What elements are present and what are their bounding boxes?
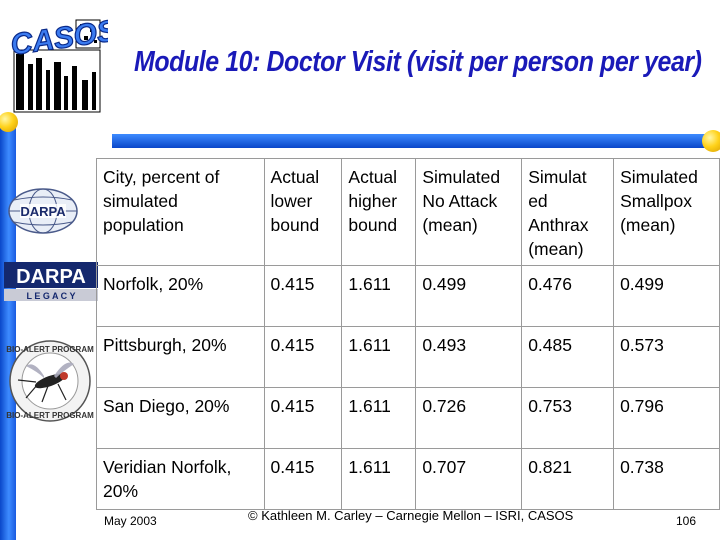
header-sim-smallpox: Simulated Smallpox (mean) (613, 158, 720, 266)
darpa-globe-logo: DARPA (8, 188, 78, 234)
table-row: Pittsburgh, 20% 0.415 1.611 0.493 0.485 … (96, 326, 720, 388)
darpa-legacy-subtitle: L E G A C Y (26, 291, 75, 301)
page-number: 106 (676, 514, 697, 528)
left-bar-ball (0, 112, 18, 132)
cell-value: 0.415 (263, 265, 343, 327)
cell-value: 0.753 (521, 387, 615, 449)
table-row: San Diego, 20% 0.415 1.611 0.726 0.753 0… (96, 387, 720, 449)
cell-value: 0.726 (415, 387, 523, 449)
casos-logo: CASOS (8, 14, 108, 113)
cell-value: 0.573 (613, 326, 720, 388)
cell-city: Veridian Norfolk, 20% (96, 448, 265, 510)
cell-value: 0.796 (613, 387, 720, 449)
cell-value: 0.415 (263, 326, 343, 388)
cell-city: San Diego, 20% (96, 387, 265, 449)
cell-value: 0.499 (613, 265, 720, 327)
doctor-visit-table: City, percent of simulated population Ac… (96, 158, 720, 510)
footer-copyright: © Kathleen M. Carley – Carnegie Mellon –… (248, 508, 574, 523)
cell-value: 0.707 (415, 448, 523, 510)
bioalert-top-text: BIO-ALERT PROGRAM (6, 345, 94, 354)
cell-city: Pittsburgh, 20% (96, 326, 265, 388)
cell-value: 0.493 (415, 326, 523, 388)
header-sim-no-attack: Simulated No Attack (mean) (415, 158, 523, 266)
cell-value: 0.415 (263, 448, 343, 510)
cell-city: Norfolk, 20% (96, 265, 265, 327)
cell-value: 1.611 (341, 387, 417, 449)
cell-value: 0.738 (613, 448, 720, 510)
darpa-legacy-logo: DARPA L E G A C Y (4, 262, 98, 301)
cell-value: 1.611 (341, 326, 417, 388)
cell-value: 1.611 (341, 448, 417, 510)
cell-value: 0.821 (521, 448, 615, 510)
cell-value: 1.611 (341, 265, 417, 327)
slide-title: Module 10: Doctor Visit (visit per perso… (134, 46, 702, 78)
darpa-legacy-title: DARPA (16, 266, 86, 288)
header-sim-anthrax: Simulat ed Anthrax (mean) (521, 158, 615, 266)
table-header-row: City, percent of simulated population Ac… (96, 158, 720, 266)
left-accent-bar (0, 118, 16, 540)
cell-value: 0.476 (521, 265, 615, 327)
top-accent-bar (112, 134, 710, 148)
cell-value: 0.485 (521, 326, 615, 388)
bioalert-bottom-text: BIO-ALERT PROGRAM (6, 411, 94, 420)
header-city: City, percent of simulated population (96, 158, 265, 266)
bioalert-program-logo: BIO-ALERT PROGRAM BIO-ALERT PROGRAM (6, 340, 94, 422)
table-row: Norfolk, 20% 0.415 1.611 0.499 0.476 0.4… (96, 265, 720, 327)
mosquito-icon (17, 362, 74, 403)
header-actual-higher: Actual higher bound (341, 158, 417, 266)
cell-value: 0.499 (415, 265, 523, 327)
table-row: Veridian Norfolk, 20% 0.415 1.611 0.707 … (96, 448, 720, 510)
header-actual-lower: Actual lower bound (263, 158, 343, 266)
cell-value: 0.415 (263, 387, 343, 449)
top-bar-ball (702, 130, 720, 152)
footer-date: May 2003 (104, 514, 157, 528)
darpa-globe-text: DARPA (20, 204, 66, 219)
